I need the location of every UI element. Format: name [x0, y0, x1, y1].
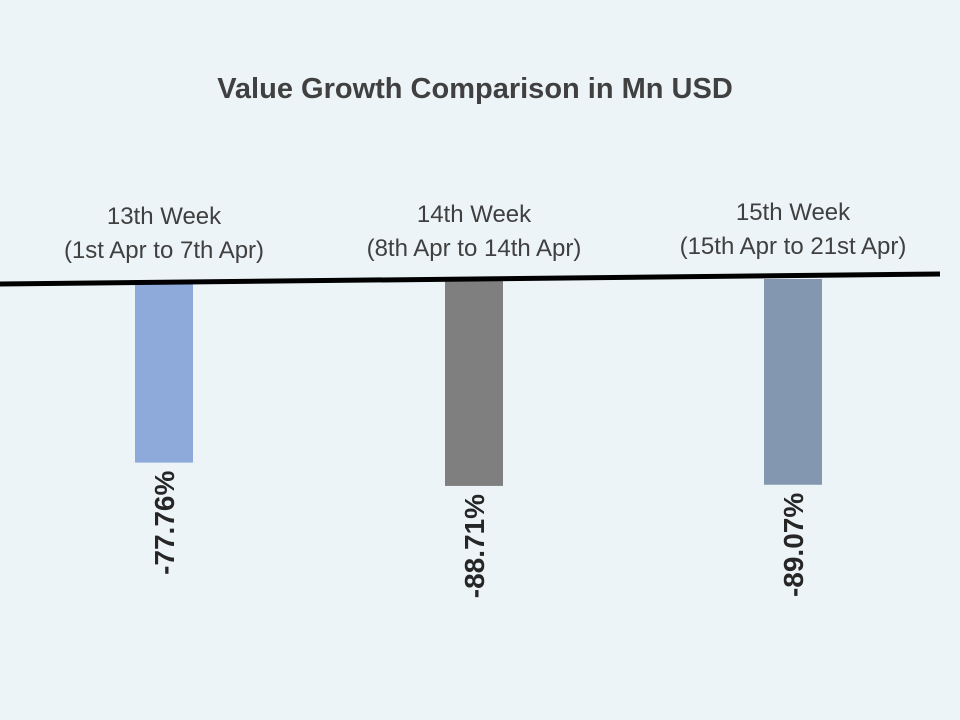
- bar-2: [445, 281, 503, 486]
- category-label-1-line2: (1st Apr to 7th Apr): [64, 237, 264, 264]
- value-label-3: -89.07%: [778, 493, 809, 597]
- category-label-2-line2: (8th Apr to 14th Apr): [367, 235, 582, 262]
- bar-3: [764, 279, 822, 485]
- value-label-2: -88.71%: [459, 494, 490, 598]
- category-label-3-line2: (15th Apr to 21st Apr): [680, 233, 907, 260]
- category-label-2-line1: 14th Week: [417, 201, 532, 228]
- value-label-1: -77.76%: [149, 471, 180, 575]
- zero-baseline: [0, 271, 941, 287]
- labels-layer: 13th Week (1st Apr to 7th Apr) -77.76% 14th…: [64, 199, 906, 598]
- bar-1: [135, 283, 193, 463]
- category-label-3-line1: 15th Week: [736, 199, 851, 226]
- chart-title: Value Growth Comparison in Mn USD: [217, 73, 733, 105]
- bars-layer: [135, 279, 822, 486]
- category-label-1-line1: 13th Week: [107, 203, 222, 230]
